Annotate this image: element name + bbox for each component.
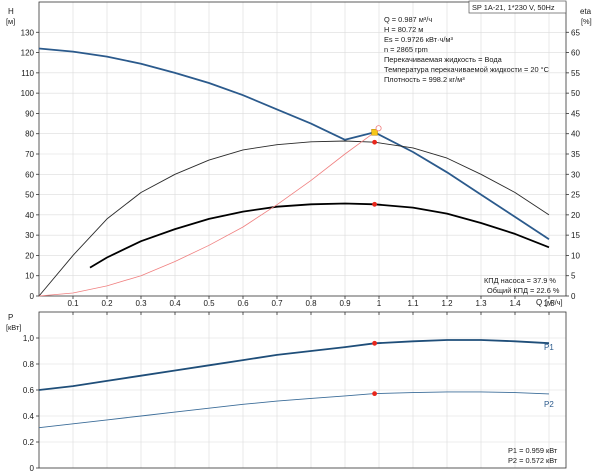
upper-x-tick-label: 0.8 (305, 299, 317, 308)
series-p2-line (38, 391, 550, 429)
lower-y-tick-label: 0.4 (23, 412, 35, 421)
upper-y-tick-label-right: 50 (571, 89, 580, 98)
upper-y-title-right: eta (580, 7, 592, 16)
upper-x-tick-label: 1 (377, 299, 382, 308)
lower-y-unit-left: [кВт] (6, 323, 21, 332)
info-line: H = 80.72 м (384, 25, 423, 34)
info-line: Плотность = 998.2 кг/м³ (384, 75, 465, 84)
upper-y-unit-left: [м] (6, 17, 15, 26)
upper-x-title: Q (536, 298, 542, 307)
upper-x-tick-label: 1.4 (509, 299, 521, 308)
upper-y-tick-label-left: 50 (25, 191, 34, 200)
upper-y-tick-label-left: 90 (25, 109, 34, 118)
upper-y-tick-label-right: 35 (571, 150, 580, 159)
upper-x-tick-label: 1.2 (441, 299, 453, 308)
lower-series (38, 339, 550, 429)
lower-y-tick-label: 0.2 (23, 438, 35, 447)
upper-x-tick-label: 0.1 (67, 299, 79, 308)
upper-y-tick-label-left: 20 (25, 251, 34, 260)
upper-y-tick-label-left: 80 (25, 130, 34, 139)
series-total_eff-line (89, 202, 550, 269)
info-line: Перекачиваемая жидкость = Вода (384, 55, 503, 64)
upper-y-tick-label-left: 10 (25, 272, 34, 281)
total-efficiency-text: Общий КПД = 22.6 % (487, 286, 560, 295)
upper-y-tick-label-right: 55 (571, 69, 580, 78)
upper-y-unit-right: [%] (581, 17, 592, 26)
upper-y-tick-label-right: 65 (571, 28, 580, 37)
lower-y-tick-label: 0.8 (23, 360, 35, 369)
upper-y-tick-label-right: 60 (571, 49, 580, 58)
upper-y-tick-label-left: 120 (21, 49, 35, 58)
lower-y-tick-label: 0.6 (23, 386, 35, 395)
upper-x-tick-label: 0.6 (237, 299, 249, 308)
upper-x-tick-label: 0.3 (135, 299, 147, 308)
series-p1-line (38, 339, 550, 391)
upper-y-tick-label-right: 40 (571, 130, 580, 139)
info-line: Температура перекачиваемой жидкости = 20… (384, 65, 550, 74)
upper-x-tick-label: 0.5 (203, 299, 215, 308)
upper-y-tick-label-right: 0 (571, 292, 576, 301)
duty-point (372, 391, 377, 397)
upper-series (38, 47, 550, 297)
upper-x-tick-label: 0.4 (169, 299, 181, 308)
upper-y-tick-label-right: 15 (571, 231, 580, 240)
upper-y-tick-label-left: 100 (21, 89, 35, 98)
upper-y-tick-label-right: 45 (571, 109, 580, 118)
upper-y-tick-label-left: 0 (30, 292, 35, 301)
upper-x-tick-label: 0.2 (101, 299, 113, 308)
upper-axes: 0102030405060708090100110120130051015202… (21, 1, 580, 308)
duty-point (372, 201, 377, 207)
info-line: Q = 0.987 м³/ч (384, 15, 432, 24)
duty-point (372, 139, 377, 145)
upper-x-tick-label: 0.9 (339, 299, 351, 308)
lower-grid (39, 312, 566, 469)
upper-y-tick-label-right: 30 (571, 170, 580, 179)
upper-y-tick-label-left: 30 (25, 231, 34, 240)
upper-y-tick-label-left: 60 (25, 170, 34, 179)
duty-marker-ring (375, 125, 382, 132)
lower-y-title-left: P (8, 313, 13, 322)
upper-x-unit: [м³/ч] (545, 298, 563, 307)
upper-plot-frame (38, 1, 567, 297)
p2-power-text: P2 = 0.572 кВт (508, 456, 558, 465)
lower-y-tick-label: 1,0 (23, 334, 35, 343)
model-label: SP 1A-21, 1*230 V, 50Hz (472, 3, 555, 12)
pump-efficiency-text: КПД насоса = 37.9 % (484, 276, 556, 285)
lower-y-tick-label: 0 (30, 464, 35, 473)
upper-y-tick-label-left: 110 (21, 69, 34, 78)
info-line: n = 2865 rpm (384, 45, 428, 54)
info-block: Q = 0.987 м³/ч H = 80.72 м Es = 0.9726 к… (384, 15, 550, 84)
duty-marker-square (371, 129, 378, 136)
p1-series-label: P1 (544, 343, 554, 352)
duty-point (372, 340, 377, 346)
upper-y-tick-label-right: 25 (571, 191, 580, 200)
series-system-line (38, 131, 375, 297)
upper-x-tick-label: 1.1 (407, 299, 419, 308)
upper-y-tick-label-right: 10 (571, 251, 580, 260)
upper-y-tick-label-left: 130 (21, 28, 35, 37)
upper-grid (39, 2, 566, 297)
upper-x-tick-label: 0.7 (271, 299, 283, 308)
info-line: Es = 0.9726 кВт·ч/м³ (384, 35, 453, 44)
p1-power-text: P1 = 0.959 кВт (508, 446, 558, 455)
upper-x-tick-label: 1.5 (543, 299, 555, 308)
upper-y-title-left: H (8, 7, 14, 16)
p2-series-label: P2 (544, 400, 554, 409)
upper-y-tick-label-left: 70 (25, 150, 34, 159)
upper-y-tick-label-left: 40 (25, 211, 34, 220)
upper-x-tick-label: 1.3 (475, 299, 487, 308)
series-head-line (38, 47, 550, 240)
upper-y-tick-label-right: 20 (571, 211, 580, 220)
upper-y-tick-label-right: 5 (571, 272, 576, 281)
model-label-box (468, 0, 567, 14)
lower-axes: 0 0.2 0.4 0.6 0.8 1,0 (23, 311, 567, 473)
series-pump_eff-line (38, 140, 550, 297)
